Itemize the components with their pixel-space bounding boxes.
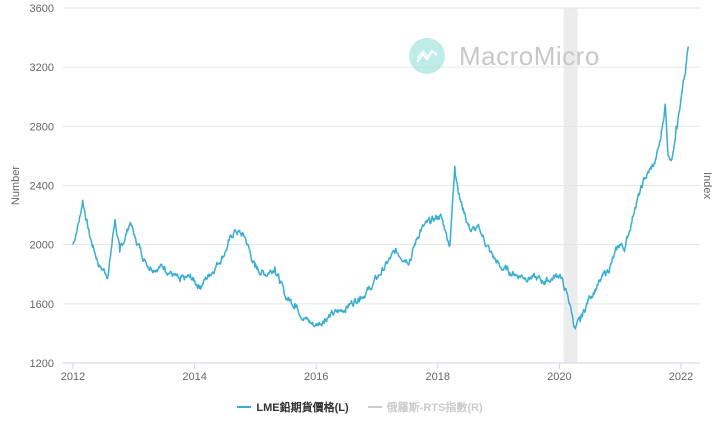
- legend: LME鉛期貨價格(L) 俄羅斯-RTS指數(R): [0, 399, 720, 415]
- x-tick-label: 2012: [61, 371, 85, 383]
- legend-label: LME鉛期貨價格(L): [256, 402, 349, 414]
- x-tick-label: 2018: [426, 371, 450, 383]
- x-tick-label: 2014: [182, 371, 206, 383]
- series-line-0: [72, 46, 690, 330]
- y-tick-label: 2800: [30, 121, 54, 133]
- y-tick-label: 2000: [30, 240, 54, 252]
- x-tick-label: 2022: [669, 371, 693, 383]
- y-tick-label: 1600: [30, 299, 54, 311]
- legend-item-lme-lead[interactable]: LME鉛期貨價格(L): [237, 399, 349, 415]
- chart-logo-icon: [409, 38, 445, 74]
- x-tick-label: 2016: [304, 371, 328, 383]
- y-tick-label: 3200: [30, 62, 54, 74]
- logo-text: MacroMicro: [459, 40, 600, 71]
- legend-swatch: [367, 406, 382, 408]
- y-tick-label: 2400: [30, 181, 54, 193]
- y-tick-label: 3600: [30, 3, 54, 15]
- legend-label: 俄羅斯-RTS指數(R): [386, 402, 483, 414]
- y-axis-title-left: Number: [10, 166, 22, 205]
- macromicro-logo: MacroMicro: [409, 38, 600, 74]
- legend-item-rts-index[interactable]: 俄羅斯-RTS指數(R): [367, 399, 483, 415]
- legend-swatch: [237, 406, 252, 408]
- x-tick-label: 2020: [547, 371, 571, 383]
- y-tick-label: 1200: [30, 358, 54, 370]
- y-axis-title-right: Index: [701, 172, 713, 199]
